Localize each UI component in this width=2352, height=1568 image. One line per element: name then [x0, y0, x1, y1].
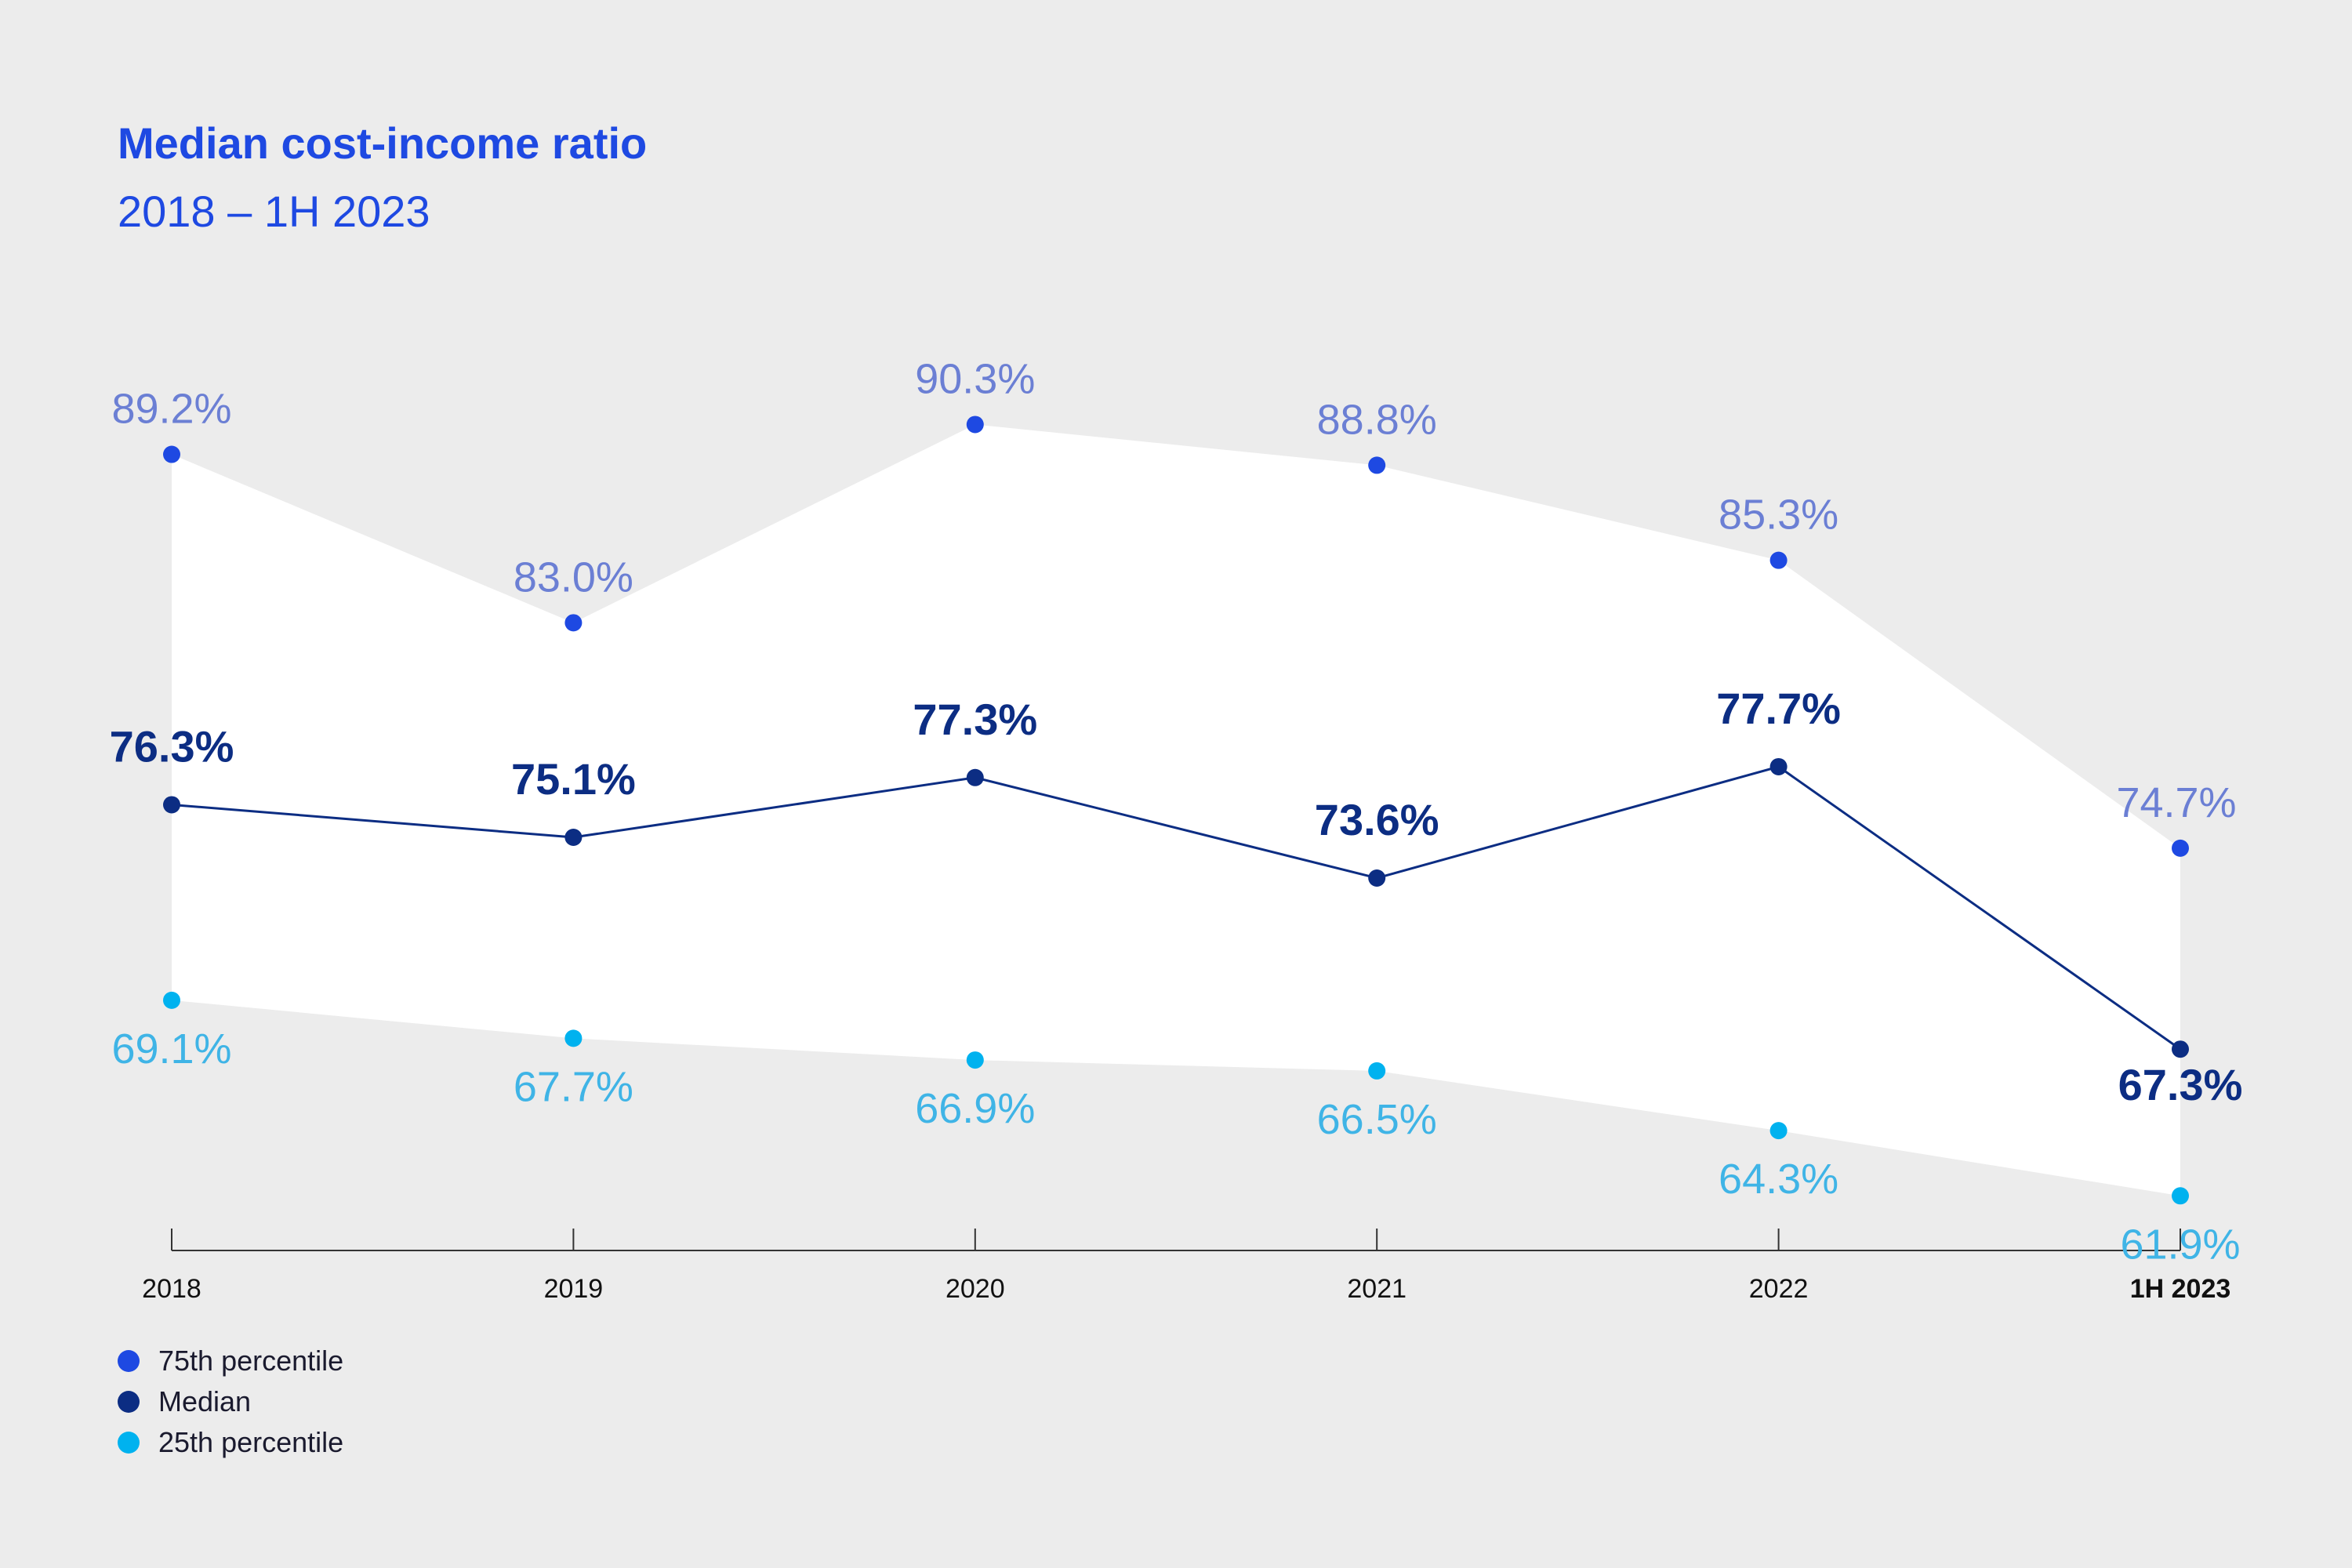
- p75-point-2021: [1368, 456, 1386, 474]
- p25-label-1h-2023: 61.9%: [2120, 1221, 2240, 1268]
- median-point-2020: [966, 768, 984, 786]
- legend-label-75th-percentile: 75th percentile: [158, 1345, 344, 1377]
- legend: 75th percentile Median 25th percentile: [118, 1341, 343, 1463]
- median-label-2021: 73.6%: [1315, 795, 1439, 844]
- p75-point-2020: [966, 416, 984, 434]
- p25-point-2021: [1368, 1062, 1386, 1080]
- legend-swatch-25th-percentile: [118, 1432, 140, 1454]
- legend-swatch-75th-percentile: [118, 1350, 140, 1372]
- median-label-1h-2023: 67.3%: [2118, 1060, 2243, 1109]
- x-tick-label-2020: 2020: [946, 1274, 1005, 1304]
- p75-point-2019: [564, 614, 583, 632]
- median-point-2022: [1769, 757, 1788, 775]
- p75-label-2019: 83.0%: [514, 554, 633, 601]
- p25-point-2020: [966, 1051, 984, 1069]
- p75-label-2018: 89.2%: [111, 386, 231, 433]
- median-point-2021: [1368, 869, 1386, 887]
- percentile-band: [172, 424, 2180, 1196]
- median-point-2019: [564, 829, 583, 847]
- legend-label-median: Median: [158, 1385, 252, 1417]
- x-tick-label-2018: 2018: [142, 1274, 201, 1304]
- p25-point-2022: [1769, 1122, 1788, 1140]
- p25-label-2020: 66.9%: [915, 1085, 1035, 1132]
- chart-subtitle: 2018 – 1H 2023: [118, 187, 430, 236]
- x-tick-label-2021: 2021: [1347, 1274, 1406, 1304]
- legend-swatch-median: [118, 1391, 140, 1413]
- p25-label-2019: 67.7%: [514, 1063, 633, 1110]
- p25-label-2018: 69.1%: [111, 1025, 231, 1073]
- median-line: [171, 765, 2181, 1051]
- legend-item-median: Median: [118, 1381, 343, 1422]
- median-label-2020: 77.3%: [913, 695, 1037, 744]
- p75-label-1h-2023: 74.7%: [2116, 779, 2236, 826]
- x-tick-label-1h-2023: 1H 2023: [2130, 1274, 2231, 1304]
- p25-label-2021: 66.5%: [1317, 1096, 1437, 1143]
- legend-item-25th-percentile: 25th percentile: [118, 1422, 343, 1463]
- p25-point-2018: [163, 991, 180, 1009]
- legend-item-75th-percentile: 75th percentile: [118, 1341, 343, 1381]
- p75-point-2018: [163, 445, 180, 463]
- x-tick-label-2022: 2022: [1749, 1274, 1809, 1304]
- p75-point-1h-2023: [2172, 839, 2189, 857]
- p75-point-2022: [1769, 551, 1788, 569]
- median-label-2019: 75.1%: [511, 754, 636, 804]
- median-label-2018: 76.3%: [110, 721, 234, 771]
- chart-title: Median cost-income ratio: [118, 118, 648, 168]
- legend-label-25th-percentile: 25th percentile: [158, 1426, 344, 1458]
- p75-label-2021: 88.8%: [1317, 396, 1437, 443]
- p75-label-2020: 90.3%: [915, 355, 1035, 402]
- x-tick-label-2019: 2019: [544, 1274, 604, 1304]
- median-label-2022: 77.7%: [1716, 684, 1841, 733]
- p75-label-2022: 85.3%: [1719, 492, 1838, 539]
- median-point-1h-2023: [2172, 1040, 2189, 1058]
- median-point-2018: [163, 796, 180, 814]
- p25-point-2019: [564, 1029, 583, 1047]
- p25-label-2022: 64.3%: [1719, 1156, 1838, 1203]
- p25-point-1h-2023: [2172, 1187, 2189, 1205]
